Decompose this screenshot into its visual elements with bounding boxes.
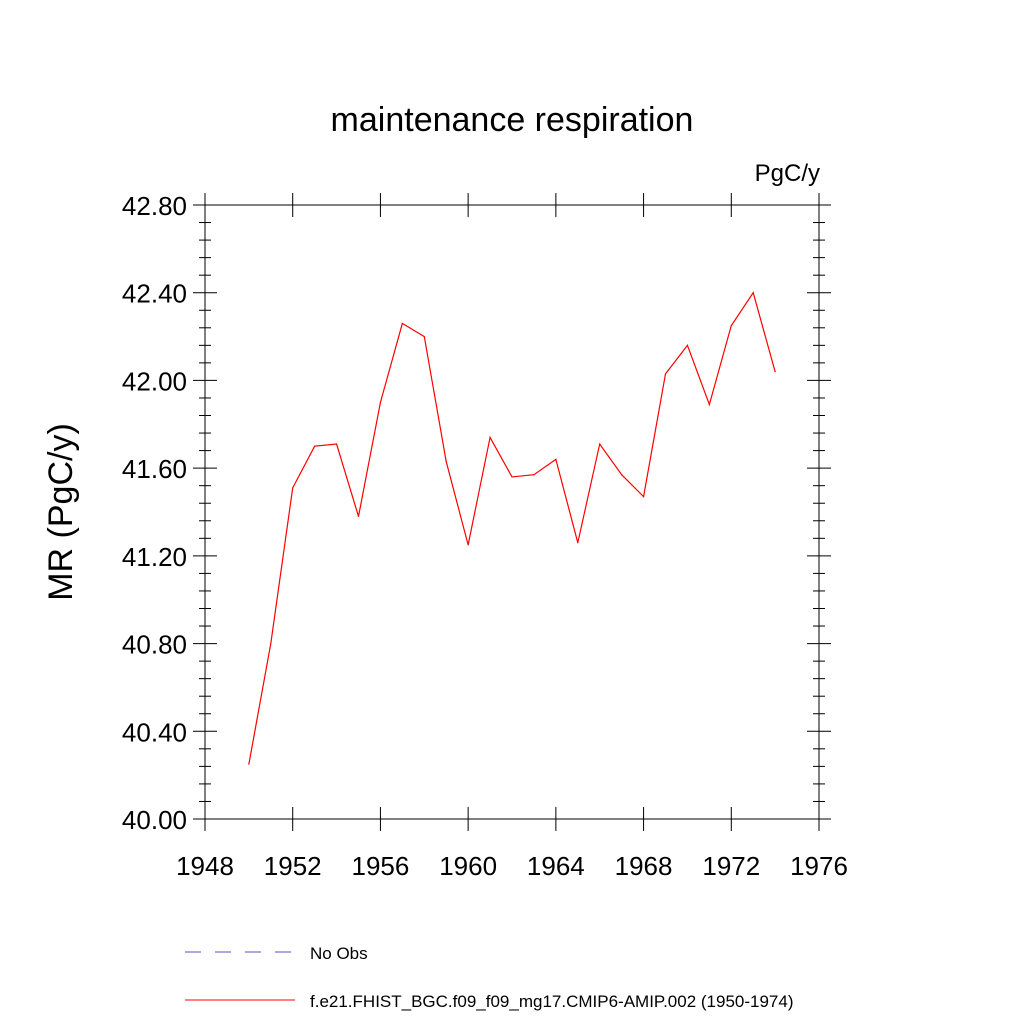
x-tick-label: 1956	[352, 851, 410, 881]
plot-series	[248, 291, 776, 765]
y-tick-label: 42.00	[122, 366, 187, 396]
x-axis-ticks: 1948 1952 1956 1960 1964 1968 1972 1976	[176, 193, 848, 881]
chart-title: maintenance respiration	[331, 101, 694, 139]
x-tick-label: 1968	[615, 851, 673, 881]
units-label: PgC/y	[755, 160, 820, 187]
data-point	[533, 474, 535, 476]
data-point	[248, 763, 250, 765]
data-point	[379, 401, 382, 403]
x-tick-label: 1960	[439, 851, 497, 881]
y-tick-label: 42.80	[122, 191, 187, 221]
legend-label-no-obs: No Obs	[310, 944, 368, 963]
data-point	[335, 443, 338, 445]
data-point	[270, 642, 272, 645]
data-point	[423, 335, 425, 338]
y-axis-label: MR (PgC/y)	[42, 423, 80, 601]
x-tick-label: 1948	[176, 851, 234, 881]
x-tick-label: 1972	[702, 851, 760, 881]
data-point	[642, 496, 645, 498]
data-point	[292, 487, 294, 489]
x-tick-label: 1964	[527, 851, 585, 881]
data-point	[467, 544, 469, 546]
y-tick-label: 40.00	[122, 805, 187, 835]
data-point	[730, 325, 732, 327]
data-point	[445, 460, 447, 463]
data-point	[774, 371, 776, 373]
y-tick-label: 40.40	[122, 717, 187, 747]
data-point	[752, 292, 754, 294]
y-tick-label: 42.40	[122, 279, 187, 309]
data-point	[708, 403, 710, 406]
data-point	[664, 373, 667, 375]
y-tick-label: 41.20	[122, 542, 187, 572]
legend-label-model-run: f.e21.FHIST_BGC.f09_f09_mg17.CMIP6-AMIP.…	[310, 992, 794, 1011]
data-point	[489, 436, 491, 439]
plot-frame	[204, 204, 820, 820]
legend: No Obs f.e21.FHIST_BGC.f09_f09_mg17.CMIP…	[185, 944, 794, 1011]
data-point	[577, 542, 579, 544]
y-tick-label: 40.80	[122, 630, 187, 660]
data-point	[599, 443, 601, 445]
y-tick-label: 41.60	[122, 454, 187, 484]
y-axis-ticks: 40.00 40.40 40.80 41.20 41.60 42.00 42.40 42.80	[122, 191, 831, 835]
data-point	[621, 474, 623, 476]
data-point	[511, 476, 513, 478]
x-tick-label: 1952	[264, 851, 322, 881]
data-point	[401, 322, 403, 325]
x-tick-label: 1976	[790, 851, 848, 881]
series-line-1	[248, 291, 776, 765]
data-point	[555, 458, 557, 460]
data-point	[357, 515, 360, 517]
data-point	[314, 445, 316, 447]
data-point	[686, 344, 689, 346]
